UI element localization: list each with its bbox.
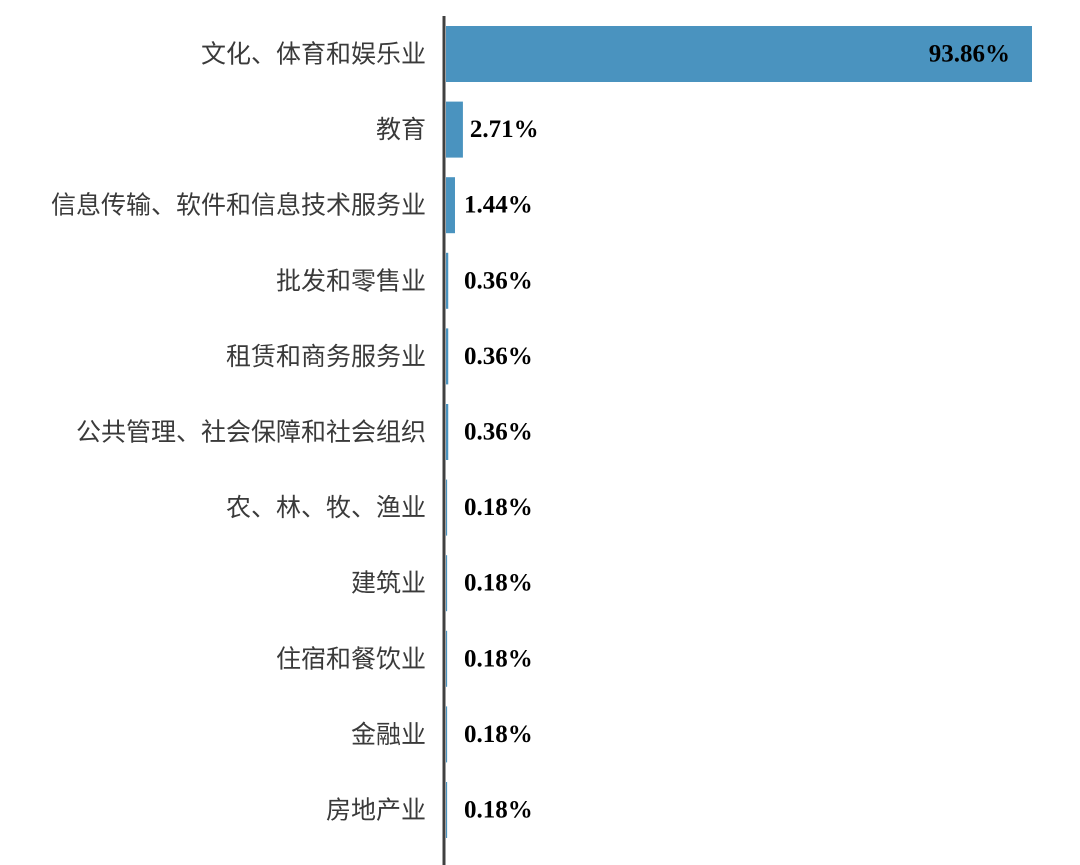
labels-layer: 文化、体育和娱乐业 93.86% 教育 2.71% 信息传输、软件和信息技术服务业 1.4… <box>51 40 1010 825</box>
bar-2 <box>446 177 455 234</box>
bar-3 <box>446 252 449 309</box>
value-label-6: 0.18% <box>464 494 533 521</box>
bar-7 <box>446 555 448 612</box>
value-label-4: 0.36% <box>464 343 533 370</box>
category-label-2: 信息传输、软件和信息技术服务业 <box>51 191 426 220</box>
bar-0 <box>446 26 1032 82</box>
bar-9 <box>446 706 448 763</box>
value-label-7: 0.18% <box>464 570 533 597</box>
value-label-2: 1.44% <box>464 192 533 219</box>
category-label-9: 金融业 <box>351 720 426 749</box>
category-label-3: 批发和零售业 <box>276 266 426 295</box>
bar-8 <box>446 630 448 687</box>
category-label-7: 建筑业 <box>351 569 426 598</box>
value-label-5: 0.36% <box>464 419 533 446</box>
value-label-9: 0.18% <box>464 721 533 748</box>
category-label-5: 公共管理、社会保障和社会组织 <box>76 418 426 447</box>
value-label-10: 0.18% <box>464 797 533 824</box>
category-label-0: 文化、体育和娱乐业 <box>201 40 426 69</box>
bar-1 <box>446 101 463 158</box>
bar-10 <box>446 782 448 838</box>
value-label-8: 0.18% <box>464 645 533 672</box>
category-label-4: 租赁和商务服务业 <box>226 342 426 371</box>
value-label-3: 0.36% <box>464 267 533 294</box>
bars-layer <box>446 26 1032 838</box>
category-label-1: 教育 <box>376 115 426 144</box>
category-label-10: 房地产业 <box>326 796 426 825</box>
bar-4 <box>446 328 449 385</box>
bar-5 <box>446 404 449 460</box>
category-label-8: 住宿和餐饮业 <box>276 644 426 673</box>
category-label-6: 农、林、牧、渔业 <box>226 493 426 522</box>
value-label-0: 93.86% <box>929 41 1010 68</box>
value-label-1: 2.71% <box>470 116 539 143</box>
bar-6 <box>446 479 448 536</box>
